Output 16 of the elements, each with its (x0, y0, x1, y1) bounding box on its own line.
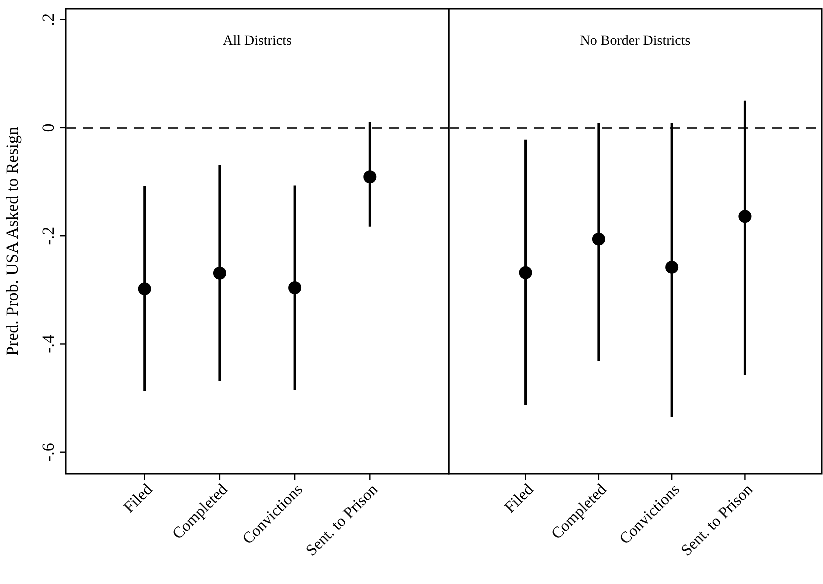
point (519, 266, 532, 280)
y-tick-label: .2 (39, 13, 58, 26)
point (364, 170, 377, 184)
point (213, 266, 226, 280)
point (666, 260, 679, 274)
y-axis-title: Pred. Prob. USA Asked to Resign (3, 126, 22, 356)
y-tick-label: -.4 (39, 334, 58, 354)
point (288, 282, 302, 294)
text: All Districts (223, 34, 292, 49)
point (138, 282, 152, 296)
point (738, 210, 752, 224)
y-tick-label: -.6 (39, 443, 58, 462)
point (592, 232, 606, 246)
y-tick-label: -.2 (39, 226, 58, 246)
y-tick-label: 0 (39, 124, 58, 132)
text: No Border Districts (580, 34, 691, 49)
